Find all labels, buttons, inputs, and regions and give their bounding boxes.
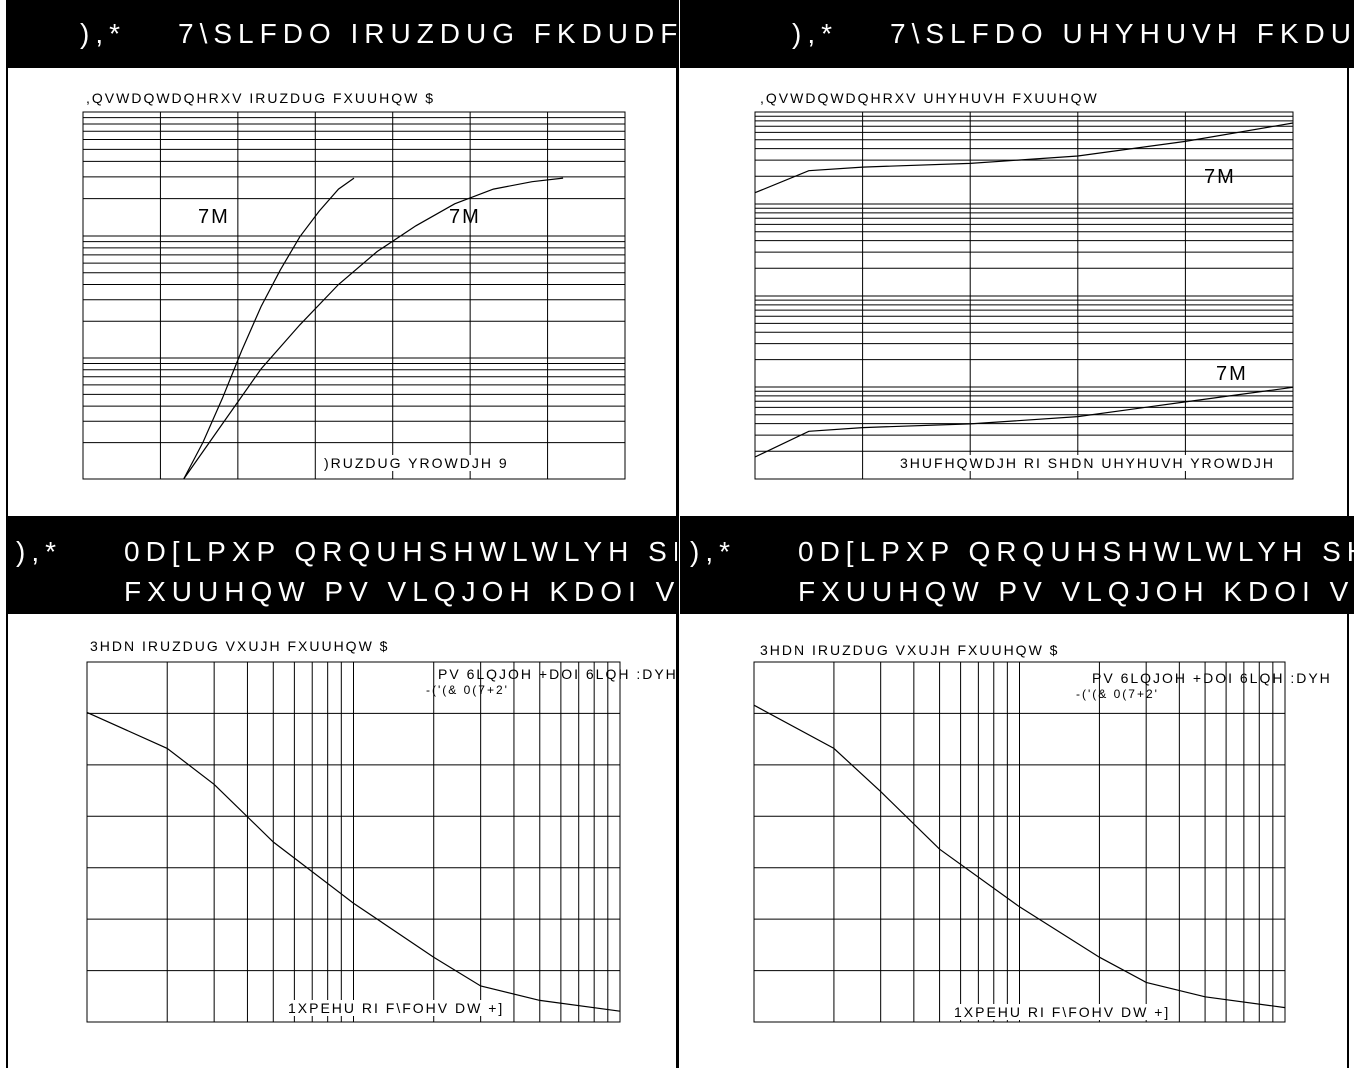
plot-frame [753, 661, 1286, 1023]
figure-number: ),* [792, 18, 838, 49]
title-band: ),* 0D[LPXP QRQUHSHWLWLYH SHDN IRUZDUG V… [6, 516, 677, 614]
y-axis-label: ,QVWDQWDQHRXV UHYHUVH FXUUHQW [760, 90, 1099, 106]
grid [755, 112, 1293, 479]
series-line [754, 386, 1294, 458]
series-label: 7M [198, 206, 230, 228]
figure-number: ),* [16, 536, 62, 567]
chart-title-line1: 0D[LPXP QRQUHSHWLWLYH SHDN IRUZDUG VXUJH [798, 536, 1354, 567]
grid [83, 112, 625, 479]
x-axis-label: 1XPEHU RI F\FOHV DW +] [286, 1000, 507, 1016]
y-axis-label: 3HDN IRUZDUG VXUJH FXUUHQW $ [90, 638, 390, 654]
annotation: PV 6LQJOH +DOI 6LQH :DYH [438, 666, 677, 682]
series-line [753, 704, 1286, 1009]
x-axis-label: 3HUFHQWDJH RI SHDN UHYHUVH YROWDJH [898, 455, 1277, 471]
y-axis-label: 3HDN IRUZDUG VXUJH FXUUHQW $ [760, 642, 1060, 658]
series-label: 7M [1216, 363, 1248, 385]
chart-surge-1 [86, 661, 621, 1023]
chart-title: 7\SLFDO IRUZDUG FKDUDFWHULVWLFV [178, 18, 677, 49]
chart-panel-reverse: ),* 7\SLFDO UHYHUVH FKDUDFWHULVWLFV ,QVW… [680, 0, 1354, 516]
chart-title-line2: FXUUHQW PV VLQJOH KDOI VLQH ZDYH [798, 576, 1354, 607]
grid [87, 662, 620, 1022]
chart-forward: 7M 7M [82, 111, 626, 480]
divider-center [676, 0, 679, 1068]
chart-surge-2 [753, 661, 1286, 1023]
series-label: 7M [449, 206, 481, 228]
chart-panel-surge-2: ),* 0D[LPXP QRQUHSHWLWLYH SHDN IRUZDUG V… [680, 516, 1354, 1068]
chart-reverse: 7M 7M [754, 111, 1294, 480]
x-axis-label: 1XPEHU RI F\FOHV DW +] [952, 1004, 1173, 1020]
figure-number: ),* [690, 536, 736, 567]
series-label: 7M [1204, 166, 1236, 188]
title-band: ),* 7\SLFDO IRUZDUG FKDUDFWHULVWLFV [6, 0, 677, 68]
plot-frame [86, 661, 621, 1023]
chart-title: 7\SLFDO UHYHUVH FKDUDFWHULVWLFV [890, 18, 1354, 49]
title-band: ),* 7\SLFDO UHYHUVH FKDUDFWHULVWLFV [680, 0, 1354, 68]
chart-title-line1: 0D[LPXP QRQUHSHWLWLYH SHDN IRUZDUG VXUJH [124, 536, 677, 567]
figure-number: ),* [80, 18, 126, 49]
chart-title-line2: FXUUHQW PV VLQJOH KDOI VLQH ZDYH [124, 576, 677, 607]
chart-panel-surge-1: ),* 0D[LPXP QRQUHSHWLWLYH SHDN IRUZDUG V… [6, 516, 677, 1068]
annotation: PV 6LQJOH +DOI 6LQH :DYH [1092, 670, 1332, 686]
y-axis-label: ,QVWDQWDQHRXV IRUZDUG FXUUHQW $ [86, 90, 435, 106]
grid [754, 662, 1285, 1022]
x-axis-label: )RUZDUG YROWDJH 9 [322, 455, 511, 471]
plot-frame [754, 111, 1294, 480]
chart-panel-forward: ),* 7\SLFDO IRUZDUG FKDUDFWHULVWLFV ,QVW… [6, 0, 677, 516]
series-line [183, 177, 355, 480]
title-band: ),* 0D[LPXP QRQUHSHWLWLYH SHDN IRUZDUG V… [680, 516, 1354, 614]
plot-frame [82, 111, 626, 480]
series-line [754, 122, 1294, 194]
series-line [86, 711, 621, 1012]
series-line [183, 177, 564, 480]
